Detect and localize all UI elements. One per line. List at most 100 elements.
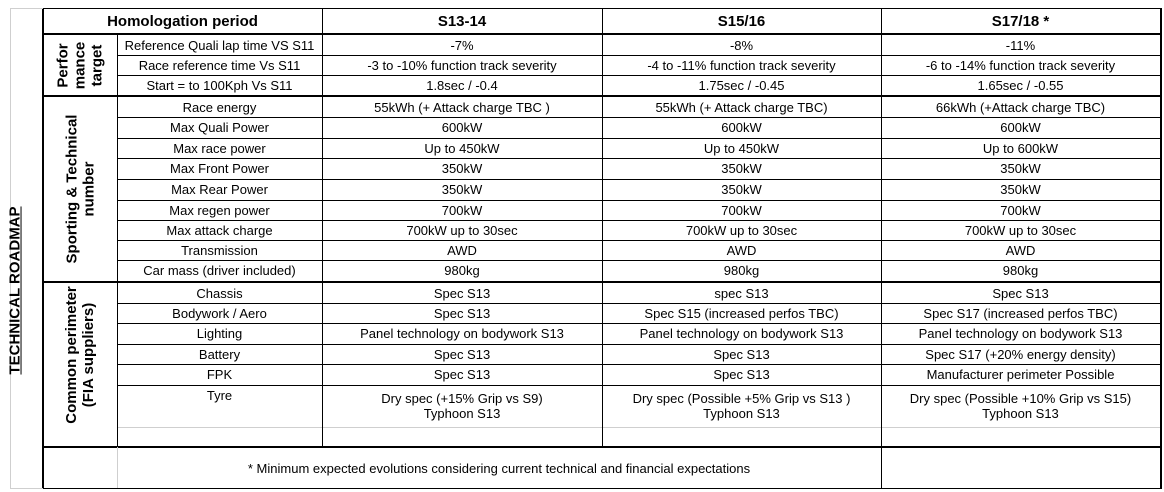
row-label-text: Race energy — [182, 99, 257, 115]
footnote-column-border — [117, 447, 118, 488]
table-left-border — [42, 8, 44, 489]
row-value: Spec S13 — [881, 283, 1160, 303]
row-value-text: 350kW — [721, 182, 762, 197]
value-column-border — [602, 8, 603, 446]
row-value: AWD — [322, 240, 602, 260]
row-label-text: Car mass (driver included) — [143, 262, 296, 278]
header-season-3-text: S17/18 * — [991, 12, 1050, 30]
row-value-text: AWD — [1005, 242, 1036, 258]
row-value-text: Spec S13 — [433, 305, 491, 321]
row-label-text: Chassis — [196, 285, 243, 301]
row-value-text: 700kW — [441, 202, 483, 218]
row-label: Start = to 100Kph Vs S11 — [117, 75, 322, 95]
row-value-text: Spec S13 — [433, 367, 491, 382]
header-season-2: S15/16 — [602, 9, 881, 33]
row-label: Reference Quali lap time VS S11 — [117, 35, 322, 55]
row-label: Max attack charge — [117, 220, 322, 240]
section-performance-target: Perfor mance target — [43, 35, 117, 95]
row-label-text: Max Front Power — [170, 161, 269, 176]
row-value: Up to 450kW — [322, 138, 602, 158]
row-label: Chassis — [117, 283, 322, 303]
row-value-text: spec S13 — [714, 285, 769, 301]
row-value: 350kW — [322, 179, 602, 200]
row-value: 980kg — [322, 260, 602, 280]
table-bottom-border — [43, 488, 1161, 489]
row-value: Spec S13 — [602, 344, 881, 364]
header-season-1: S13-14 — [322, 9, 602, 33]
section-sporting-technical: Sporting & Technical number — [43, 97, 117, 280]
row-value-text: 600kW — [441, 120, 483, 135]
row-value: Spec S13 — [322, 303, 602, 323]
row-value: Spec S15 (increased perfos TBC) — [602, 303, 881, 323]
row-label: Battery — [117, 344, 322, 364]
row-value: Spec S17 (increased perfos TBC) — [881, 303, 1160, 323]
row-value: Spec S13 — [602, 364, 881, 385]
outer-top-border — [10, 8, 43, 9]
row-divider — [117, 385, 1160, 386]
row-label-text: Start = to 100Kph Vs S11 — [146, 77, 293, 93]
outer-bottom-border — [10, 488, 43, 489]
row-value-text: 1.65sec / -0.55 — [977, 77, 1064, 93]
row-value: 600kW — [881, 117, 1160, 138]
row-value: 350kW — [602, 179, 881, 200]
row-value-text: -8% — [729, 37, 754, 53]
row-label-text: Transmission — [181, 242, 258, 258]
row-value: 700kW — [602, 200, 881, 220]
row-label-text: Max attack charge — [166, 222, 273, 238]
row-value: Dry spec (Possible +10% Grip vs S15) Typ… — [881, 385, 1160, 427]
row-value: 350kW — [881, 179, 1160, 200]
row-value-text: -11% — [1005, 37, 1036, 53]
row-value: AWD — [602, 240, 881, 260]
row-value: Spec S13 — [322, 283, 602, 303]
row-value-text: 350kW — [441, 182, 483, 197]
row-value-text: Spec S13 — [433, 346, 491, 362]
row-label: Bodywork / Aero — [117, 303, 322, 323]
row-label: Max Front Power — [117, 158, 322, 179]
section-sporting-technical-label: Sporting & Technical number — [63, 114, 97, 263]
row-value-text: 66kWh (+Attack charge TBC) — [935, 99, 1106, 115]
row-value-text: -6 to -14% function track severity — [925, 57, 1116, 73]
row-value: Spec S13 — [322, 364, 602, 385]
row-divider — [117, 364, 1160, 365]
row-label: Race energy — [117, 97, 322, 117]
row-value-text: 350kW — [1000, 161, 1041, 176]
row-value: -6 to -14% function track severity — [881, 55, 1160, 75]
row-value-text: 700kW up to 30sec — [964, 222, 1077, 238]
row-divider — [117, 303, 1160, 304]
side-title: TECHNICAL ROADMAP — [0, 206, 30, 374]
row-value: 1.8sec / -0.4 — [322, 75, 602, 95]
row-value-text: 600kW — [721, 120, 762, 135]
section-common-perimeter: Common perimeter (FIA suppliers) — [43, 283, 117, 427]
row-divider — [117, 344, 1160, 345]
row-value: 700kW — [322, 200, 602, 220]
row-value: Panel technology on bodywork S13 — [322, 323, 602, 344]
row-divider — [117, 158, 1160, 159]
row-value-text: Up to 450kW — [424, 140, 500, 156]
row-value-text: Spec S17 (increased perfos TBC) — [923, 305, 1118, 321]
header-season-3: S17/18 * — [881, 9, 1160, 33]
value-column-border — [322, 8, 323, 446]
row-label: Lighting — [117, 323, 322, 344]
value-column-border — [881, 8, 882, 489]
row-value: 980kg — [881, 260, 1160, 280]
header-period-text: Homologation period — [107, 12, 258, 30]
row-value-text: 700kW — [1000, 202, 1041, 218]
row-divider — [117, 260, 1160, 261]
row-value: 980kg — [602, 260, 881, 280]
side-title-text: TECHNICAL ROADMAP — [6, 205, 24, 375]
row-value-text: AWD — [447, 242, 477, 258]
row-value: -8% — [602, 35, 881, 55]
row-label-text: Race reference time Vs S11 — [138, 57, 301, 73]
section-border — [43, 446, 1161, 448]
row-value-text: 350kW — [1000, 182, 1041, 197]
row-divider — [117, 200, 1160, 201]
row-value: Panel technology on bodywork S13 — [602, 323, 881, 344]
row-value: Up to 450kW — [602, 138, 881, 158]
row-label-text: Max Quali Power — [170, 120, 269, 135]
row-value-text: 980kg — [723, 262, 760, 278]
row-label-text: Max race power — [173, 140, 266, 156]
row-value: Dry spec (+15% Grip vs S9) Typhoon S13 — [322, 385, 602, 427]
row-value-text: -7% — [450, 37, 474, 53]
row-value-text: Panel technology on bodywork S13 — [360, 326, 564, 341]
row-divider — [117, 427, 1160, 428]
